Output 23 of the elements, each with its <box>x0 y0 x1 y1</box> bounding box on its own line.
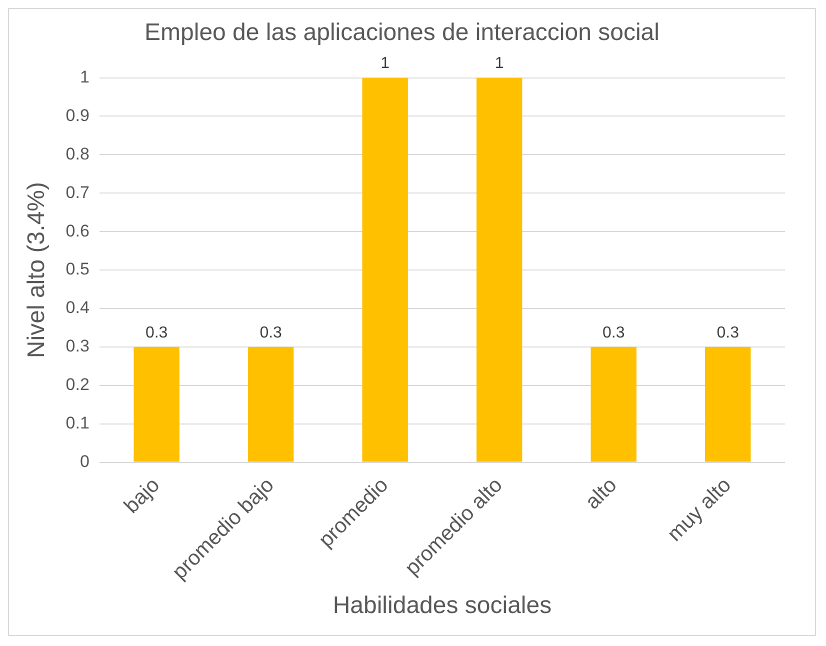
x-axis-title: Habilidades sociales <box>332 592 552 620</box>
data-label: 0.3 <box>602 324 625 342</box>
y-tick-label: 0.4 <box>66 298 90 318</box>
data-label: 0.3 <box>145 324 168 342</box>
data-label: 1 <box>494 55 504 72</box>
y-tick-label: 0.7 <box>66 182 90 202</box>
y-tick-label: 0.2 <box>66 375 90 394</box>
y-tick-label: 0.9 <box>66 106 90 125</box>
y-tick-label: 0.6 <box>66 221 90 240</box>
chart-title: Empleo de las aplicaciones de interaccion social <box>144 19 660 46</box>
data-label: 1 <box>380 55 390 72</box>
y-tick-label: 0.5 <box>66 260 90 279</box>
x-tick-label: bajo <box>120 474 164 518</box>
data-label: 0.3 <box>716 324 740 342</box>
x-tick-label: muy alto <box>663 474 736 546</box>
y-tick-label: 0.3 <box>66 336 90 356</box>
y-tick-label: 0.1 <box>66 414 90 433</box>
y-tick-label: 0 <box>80 452 90 471</box>
y-tick-label: 1 <box>80 67 90 86</box>
x-tick-label: alto <box>581 474 622 514</box>
data-label: 0.3 <box>260 324 282 342</box>
y-axis-title: Nivel alto (3.4%) <box>23 182 50 358</box>
y-tick-label: 0.8 <box>66 144 90 164</box>
